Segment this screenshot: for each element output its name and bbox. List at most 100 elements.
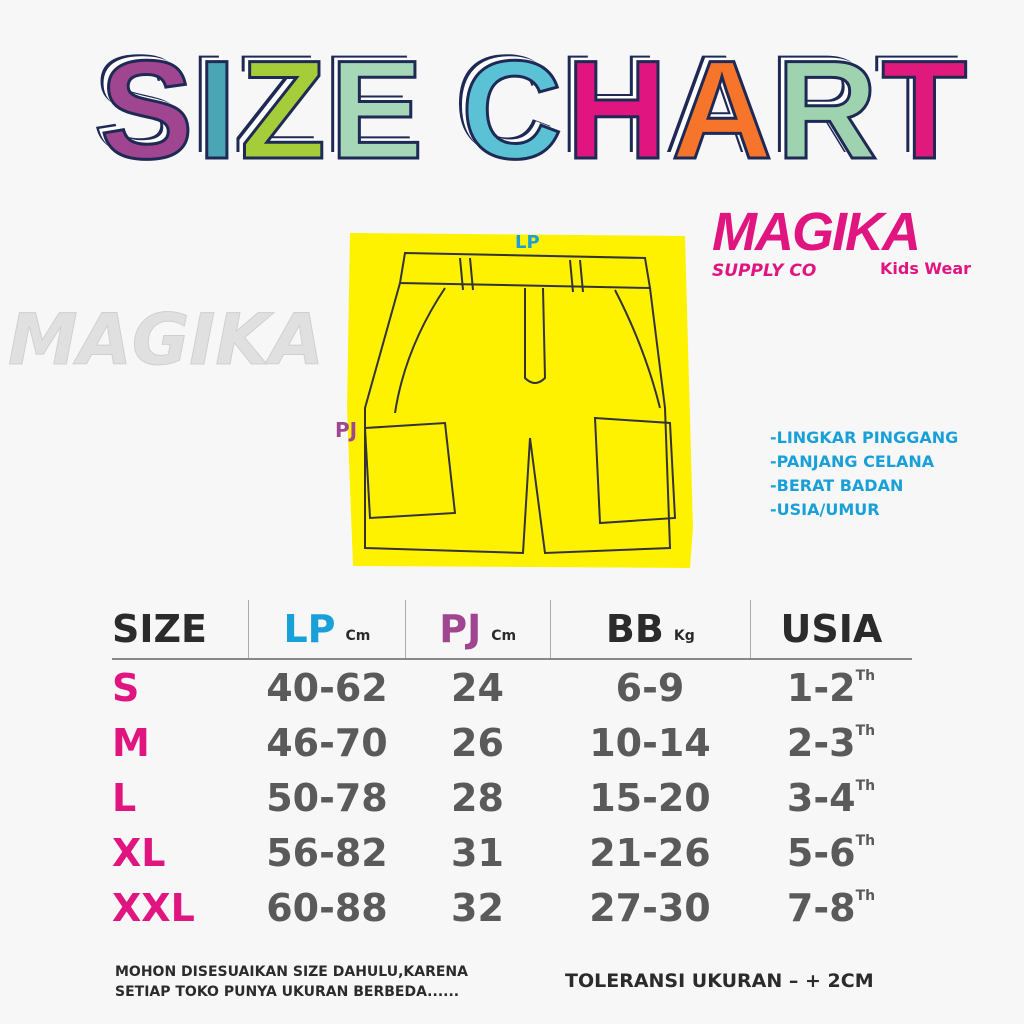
cell-value: S (112, 665, 140, 710)
cell-bb: 10-14 (550, 721, 750, 765)
cell-value: 3-4 (786, 775, 856, 820)
title-letter: S (98, 30, 194, 190)
cell-value: 32 (451, 885, 504, 930)
cell-value: 10-14 (589, 720, 711, 765)
age-suffix: Th (855, 777, 876, 794)
cell-bb: 6-9 (550, 666, 750, 710)
cell-value: 1-2 (786, 665, 856, 710)
watermark: MAGIKA (8, 299, 325, 381)
lp-label: LP (515, 232, 540, 253)
cell-pj: 32 (405, 886, 550, 930)
table-row: L 50-78 28 15-20 3-4Th (112, 770, 912, 825)
legend: -LINGKAR PINGGANG -PANJANG CELANA -BERAT… (770, 426, 958, 522)
title-letter: T (880, 30, 969, 190)
cell-size: L (112, 776, 249, 820)
header-unit: Cm (345, 628, 371, 644)
cell-pj: 24 (405, 666, 550, 710)
cell-pj: 31 (405, 831, 550, 875)
cell-value: 21-26 (589, 830, 711, 875)
cell-value: L (112, 775, 137, 820)
logo-name: MAGIKA (712, 202, 921, 262)
header-label: BB (605, 607, 664, 651)
pj-label: PJ (335, 418, 358, 442)
cell-size: XXL (112, 886, 249, 930)
cell-lp: 40-62 (249, 666, 405, 710)
title-letter: C (460, 30, 564, 190)
cell-value: 40-62 (266, 665, 388, 710)
table-header: SIZE LP Cm PJ Cm BB Kg USIA (112, 600, 912, 660)
cell-value: 28 (451, 775, 504, 820)
shorts-diagram (347, 233, 693, 568)
table-row: XL 56-82 31 21-26 5-6Th (112, 825, 912, 880)
cell-usia: 2-3Th (750, 721, 912, 765)
cell-value: 15-20 (589, 775, 711, 820)
table-row: S 40-62 24 6-9 1-2Th (112, 660, 912, 715)
cell-size: S (112, 666, 249, 710)
title-letter: E (328, 30, 424, 190)
table-row: XXL 60-88 32 27-30 7-8Th (112, 880, 912, 935)
cell-value: 26 (451, 720, 504, 765)
column-header: BB Kg (549, 600, 750, 658)
disclaimer-line: MOHON DISESUAIKAN SIZE DAHULU,KARENA (115, 964, 468, 980)
cell-value: XL (112, 830, 166, 875)
table-row: M 46-70 26 10-14 2-3Th (112, 715, 912, 770)
cell-bb: 21-26 (550, 831, 750, 875)
cell-lp: 50-78 (249, 776, 405, 820)
column-header: LP Cm (248, 600, 404, 658)
column-header: USIA (749, 600, 912, 658)
cell-pj: 26 (405, 721, 550, 765)
column-header: SIZE (112, 600, 248, 658)
cell-value: 46-70 (266, 720, 388, 765)
cell-value: 50-78 (266, 775, 388, 820)
cell-value: 31 (451, 830, 504, 875)
logo-sub: SUPPLY CO (712, 261, 817, 281)
cell-bb: 15-20 (550, 776, 750, 820)
column-header: PJ Cm (404, 600, 550, 658)
title-letter: I (196, 30, 238, 190)
age-suffix: Th (855, 667, 876, 684)
cell-usia: 3-4Th (750, 776, 912, 820)
cell-value: 27-30 (589, 885, 711, 930)
legend-item: -BERAT BADAN (770, 476, 904, 495)
legend-item: -USIA/UMUR (770, 500, 880, 519)
cell-value: M (112, 720, 150, 765)
header-label: PJ (439, 607, 482, 651)
header-label: LP (283, 607, 336, 651)
disclaimer-line: SETIAP TOKO PUNYA UKURAN BERBEDA...... (115, 984, 460, 1000)
legend-item: -PANJANG CELANA (770, 452, 935, 471)
age-suffix: Th (855, 832, 876, 849)
cell-value: 2-3 (786, 720, 856, 765)
title-letter: R (775, 30, 879, 190)
tolerance-note: TOLERANSI UKURAN – + 2CM (565, 970, 874, 992)
age-suffix: Th (855, 887, 876, 904)
cell-value: XXL (112, 885, 195, 930)
title-letter: A (670, 30, 774, 190)
cell-value: 6-9 (615, 665, 685, 710)
cell-value: 5-6 (786, 830, 856, 875)
cell-value: 60-88 (266, 885, 388, 930)
cell-value: 7-8 (786, 885, 856, 930)
size-table: SIZE LP Cm PJ Cm BB Kg USIA S 40-62 24 6-9 1-2Th M 46… (112, 600, 912, 935)
logo-tag: Kids Wear (880, 259, 972, 278)
title-letter: Z (239, 30, 328, 190)
cell-value: 24 (451, 665, 504, 710)
header-label: USIA (780, 607, 883, 651)
title-letter (427, 30, 457, 190)
cell-size: XL (112, 831, 249, 875)
disclaimer: MOHON DISESUAIKAN SIZE DAHULU,KARENA SET… (115, 962, 468, 1002)
brand-logo: MAGIKA SUPPLY CO Kids Wear (712, 205, 972, 285)
cell-usia: 7-8Th (750, 886, 912, 930)
header-unit: Cm (491, 628, 517, 644)
cell-bb: 27-30 (550, 886, 750, 930)
age-suffix: Th (855, 722, 876, 739)
cell-value: 56-82 (266, 830, 388, 875)
cell-lp: 56-82 (249, 831, 405, 875)
cell-size: M (112, 721, 249, 765)
legend-item: -LINGKAR PINGGANG (770, 428, 959, 447)
title-letter: H (565, 30, 669, 190)
cell-usia: 5-6Th (750, 831, 912, 875)
cell-lp: 46-70 (249, 721, 405, 765)
header-unit: Kg (673, 628, 695, 644)
cell-lp: 60-88 (249, 886, 405, 930)
